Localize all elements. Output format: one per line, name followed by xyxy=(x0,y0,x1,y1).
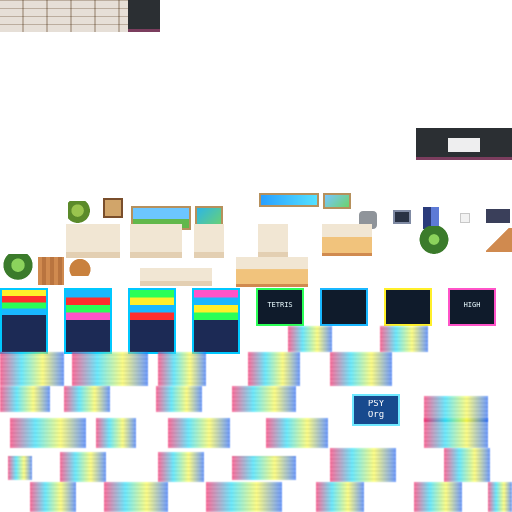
plant-left-icon xyxy=(2,254,34,286)
glitch-tile xyxy=(380,326,428,352)
panel-gap xyxy=(448,138,480,152)
glitch-tile xyxy=(330,352,392,386)
arcade-screen-machine: HIGH xyxy=(448,288,496,326)
long-counter xyxy=(140,268,212,286)
glitch-tile xyxy=(288,326,332,352)
glitch-tile xyxy=(10,418,86,448)
counter-cabinet-small xyxy=(194,224,224,258)
org-text: Org xyxy=(367,411,385,420)
mug-icon xyxy=(460,213,470,223)
glitch-tile xyxy=(158,452,204,482)
wood-crate xyxy=(38,257,64,285)
glitch-tile xyxy=(72,352,148,386)
arcade-row: TETRIS HIGH xyxy=(0,288,512,354)
palm-plant-icon xyxy=(414,226,454,256)
counter-cabinet-left xyxy=(66,224,120,258)
glitch-tile xyxy=(64,386,110,412)
arcade-machine xyxy=(128,288,176,354)
arcade-screen-machine: TETRIS xyxy=(256,288,304,326)
wood-drawer xyxy=(322,224,372,256)
glitch-tile xyxy=(488,482,512,512)
glitch-tile xyxy=(96,418,136,448)
glitch-tile xyxy=(424,396,488,422)
glitch-tile xyxy=(104,482,168,512)
glitch-tile xyxy=(206,482,282,512)
glitch-tile xyxy=(248,352,300,386)
bookshelf-icon xyxy=(423,207,439,229)
glitch-tile xyxy=(60,452,106,482)
psy-text: PSY xyxy=(367,400,385,409)
psy-org-sign: PSY Org xyxy=(352,394,400,426)
dark-panel-wide xyxy=(416,128,512,160)
glitch-tile xyxy=(316,482,364,512)
glitch-tile xyxy=(232,386,296,412)
dark-panel-tile xyxy=(128,0,160,32)
screen-text: TETRIS xyxy=(267,302,293,309)
arcade-machine xyxy=(0,288,48,354)
arcade-screen-machine xyxy=(384,288,432,326)
pot-plant-icon xyxy=(69,254,91,276)
glitch-tile xyxy=(232,456,296,480)
arcade-screen-machine xyxy=(320,288,368,326)
glitch-tile xyxy=(330,448,396,482)
glitch-tile xyxy=(414,482,462,512)
glitch-tile xyxy=(0,352,64,386)
glitch-tile xyxy=(156,386,202,412)
monitor-icon xyxy=(393,210,411,224)
wall-cabinet-icon xyxy=(486,209,510,223)
counter-cabinet-tall xyxy=(258,224,288,258)
glitch-tile xyxy=(424,418,488,448)
big-cabinet xyxy=(236,257,308,287)
arcade-machine xyxy=(192,288,240,354)
glitch-tile xyxy=(30,482,76,512)
glitch-tile xyxy=(168,418,230,448)
glitch-tile xyxy=(158,352,206,386)
glitch-tile xyxy=(444,448,490,482)
wall-clock-icon xyxy=(103,198,123,218)
glitch-tile xyxy=(0,386,50,412)
glitch-tile xyxy=(8,456,32,480)
screen-text: HIGH xyxy=(463,302,481,309)
arcade-machine xyxy=(64,288,112,354)
counter-cabinet-mid xyxy=(130,224,182,258)
mini-painting-icon xyxy=(323,193,351,209)
aquarium-icon xyxy=(259,193,319,207)
stairs-icon xyxy=(486,228,512,252)
wall-plant-icon xyxy=(68,201,92,225)
glitch-tile xyxy=(266,418,328,448)
brick-tile-strip xyxy=(0,0,128,32)
